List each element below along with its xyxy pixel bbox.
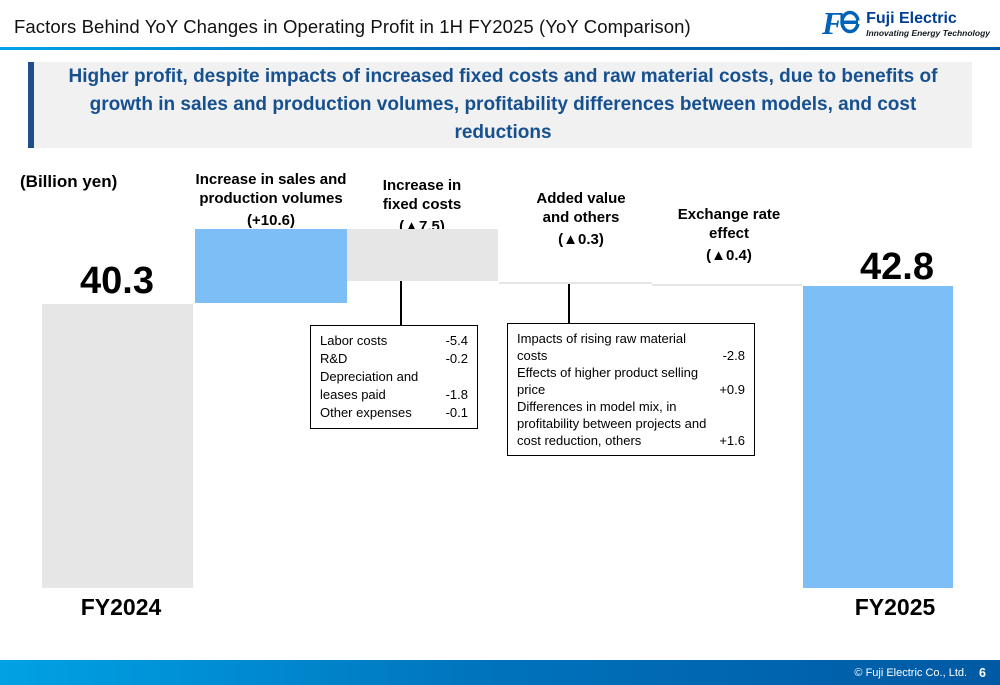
callout-fixed-costs-breakdown: Labor costs -5.4 R&D -0.2 Depreciation and l… xyxy=(310,325,478,429)
title-separator xyxy=(0,47,1000,50)
callout-row-value: -5.4 xyxy=(445,333,468,348)
callout-row: R&D -0.2 xyxy=(320,350,468,368)
callout-row-value: -0.2 xyxy=(445,351,468,366)
callout-row-text: Impacts of rising raw material costs xyxy=(517,331,687,363)
axis-label-fy2025: FY2025 xyxy=(854,594,936,620)
column-label-exchange-rate: Exchange rate effect (▲0.4) xyxy=(659,205,799,265)
waterfall-bar-increase-in-sales-and-production-volumes xyxy=(195,228,347,304)
waterfall-bar-increase-in-fixed-costs xyxy=(347,228,498,282)
value-label-fy2024: 40.3 xyxy=(80,260,154,302)
fuji-electric-logo: F Fuji Electric Innovating Energy Techno… xyxy=(822,7,990,41)
callout-row: Impacts of rising raw material costs -2.8 xyxy=(517,330,745,364)
waterfall-bar-exchange-rate-effect xyxy=(652,283,802,287)
callout-row: Effects of higher product selling price +… xyxy=(517,364,745,398)
callout-row: Depreciation and leases paid -1.8 xyxy=(320,368,468,404)
svg-text:F: F xyxy=(822,7,843,41)
column-label-added-value: Added value and others (▲0.3) xyxy=(511,189,651,249)
page-number: 6 xyxy=(979,665,986,680)
brand-text: Fuji Electric Innovating Energy Technolo… xyxy=(866,10,990,39)
value-label-fy2025: 42.8 xyxy=(860,246,934,288)
delta-sales-volume: (+10.6) xyxy=(247,212,295,229)
page-title: Factors Behind YoY Changes in Operating … xyxy=(14,16,691,37)
connector-line-fixed-costs xyxy=(400,281,402,325)
waterfall-bar-fy2024 xyxy=(42,303,193,588)
column-label-fixed-costs: Increase in fixed costs (▲7.5) xyxy=(352,176,492,236)
waterfall-bar-added-value-and-others xyxy=(499,281,652,284)
callout-row-text: Labor costs xyxy=(320,333,388,348)
callout-row-value: -1.8 xyxy=(445,387,468,402)
connector-line-added-value xyxy=(568,284,570,323)
fuji-electric-logo-icon: F xyxy=(822,7,863,41)
callout-row-text: R&D xyxy=(320,351,348,366)
headline-banner: Higher profit, despite impacts of increa… xyxy=(28,62,972,148)
callout-row-value: +0.9 xyxy=(719,382,745,397)
delta-exchange-rate: (▲0.4) xyxy=(706,247,752,264)
callout-row: Labor costs -5.4 xyxy=(320,332,468,350)
brand-tagline: Innovating Energy Technology xyxy=(866,28,990,39)
headline-text: Higher profit, despite impacts of increa… xyxy=(68,66,938,143)
column-label-sales-volume: Increase in sales and production volumes… xyxy=(171,170,371,230)
callout-row-text: Effects of higher product selling price xyxy=(517,365,699,397)
delta-added-value: (▲0.3) xyxy=(558,231,604,248)
axis-label-fy2024: FY2024 xyxy=(80,594,162,620)
callout-added-value-breakdown: Impacts of rising raw material costs -2.8… xyxy=(507,323,755,456)
copyright-text: © Fuji Electric Co., Ltd. xyxy=(854,666,968,679)
callout-row-value: -0.1 xyxy=(445,405,468,420)
callout-row: Differences in model mix, in profitabili… xyxy=(517,398,745,449)
callout-row-value: +1.6 xyxy=(719,433,745,448)
callout-row-value: -2.8 xyxy=(722,348,745,363)
callout-row-text: Other expenses xyxy=(320,405,412,420)
brand-name: Fuji Electric xyxy=(866,9,957,27)
unit-label: (Billion yen) xyxy=(20,172,118,191)
waterfall-bar-fy2025 xyxy=(803,285,953,588)
callout-row: Other expenses -0.1 xyxy=(320,404,468,422)
callout-row-text: Depreciation and leases paid xyxy=(320,369,419,402)
footer-bar: © Fuji Electric Co., Ltd. 6 xyxy=(0,660,1000,685)
callout-row-text: Differences in model mix, in profitabili… xyxy=(517,399,707,448)
